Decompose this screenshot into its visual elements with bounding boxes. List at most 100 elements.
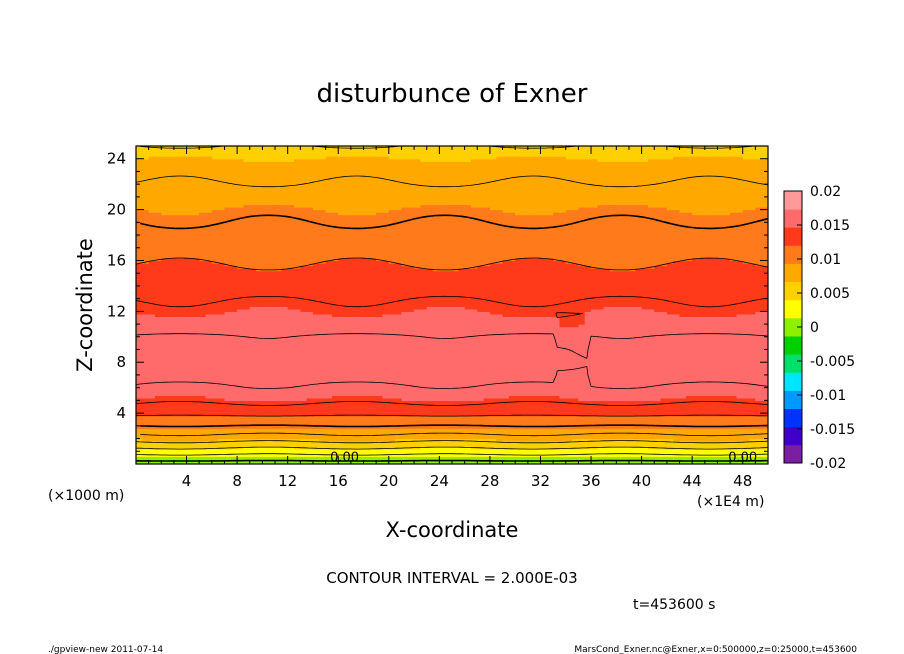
field-cell <box>262 372 270 376</box>
field-cell <box>578 451 586 455</box>
field-cell <box>319 423 327 427</box>
field-cell <box>388 425 396 429</box>
field-cell <box>755 392 763 396</box>
field-cell <box>306 372 314 376</box>
field-cell <box>262 397 270 401</box>
field-cell <box>477 349 485 353</box>
field-cell <box>717 436 725 440</box>
field-cell <box>249 392 257 396</box>
field-cell <box>154 349 162 353</box>
field-cell <box>540 352 548 356</box>
field-cell <box>382 425 390 429</box>
field-cell <box>319 372 327 376</box>
field-cell <box>154 420 162 424</box>
field-cell <box>249 405 257 409</box>
field-cell <box>148 456 156 460</box>
field-cell <box>723 390 731 394</box>
field-cell <box>401 362 409 366</box>
field-cell <box>268 387 276 391</box>
field-cell <box>262 461 270 464</box>
field-cell <box>553 390 561 394</box>
field-cell <box>679 339 687 343</box>
field-cell <box>382 428 390 432</box>
field-cell <box>591 425 598 429</box>
field-cell <box>610 395 617 399</box>
field-cell <box>546 349 554 353</box>
field-cell <box>496 359 504 363</box>
field-cell <box>616 377 624 381</box>
field-cell <box>262 433 270 437</box>
field-cell <box>173 346 181 351</box>
field-cell <box>489 443 497 447</box>
field-cell <box>717 448 725 452</box>
field-cell <box>420 400 428 404</box>
field-cell <box>508 453 516 457</box>
field-cell <box>199 405 207 409</box>
field-cell <box>572 413 579 417</box>
field-cell <box>546 359 554 363</box>
field-cell <box>496 352 504 356</box>
field-cell <box>407 387 415 391</box>
field-cell <box>654 390 662 394</box>
field-cell <box>445 359 453 363</box>
field-cell <box>401 369 409 374</box>
field-cell <box>148 377 156 381</box>
field-cell <box>136 349 143 353</box>
field-cell <box>502 385 510 389</box>
field-cell <box>736 372 744 376</box>
field-cell <box>218 430 226 435</box>
field-cell <box>654 346 662 351</box>
field-cell <box>496 362 504 366</box>
field-cell <box>161 352 169 356</box>
field-cell <box>243 413 251 417</box>
field-cell <box>698 372 706 376</box>
field-cell <box>281 392 289 396</box>
field-cell <box>136 456 143 460</box>
field-cell <box>521 352 529 356</box>
field-cell <box>426 448 434 452</box>
field-cell <box>426 400 434 404</box>
field-cell <box>622 354 630 358</box>
field-cell <box>483 430 491 435</box>
field-cell <box>142 443 150 447</box>
field-cell <box>382 367 390 371</box>
field-cell <box>414 346 421 351</box>
field-cell <box>685 428 693 432</box>
field-cell <box>142 408 150 412</box>
field-cell <box>275 387 282 391</box>
field-cell <box>591 390 598 394</box>
field-cell <box>357 415 365 419</box>
field-cell <box>527 420 535 424</box>
field-cell <box>761 380 768 384</box>
field-cell <box>154 354 162 358</box>
field-cell <box>325 385 333 389</box>
field-cell <box>275 369 282 374</box>
field-cell <box>262 357 270 361</box>
field-cell <box>186 438 194 442</box>
field-cell <box>287 369 295 374</box>
field-cell <box>508 443 516 447</box>
field-cell <box>584 344 592 348</box>
field-cell <box>603 336 611 340</box>
field-cell <box>464 400 472 404</box>
field-cell <box>243 344 251 348</box>
field-cell <box>148 385 156 389</box>
field-cell <box>148 453 156 457</box>
field-cell <box>199 385 207 389</box>
field-cell <box>357 339 365 343</box>
field-cell <box>534 392 542 396</box>
field-cell <box>312 341 320 346</box>
field-cell <box>161 387 169 391</box>
field-cell <box>597 436 605 440</box>
field-cell <box>325 397 333 401</box>
field-cell <box>736 428 744 432</box>
field-cell <box>723 451 731 455</box>
field-cell <box>559 456 567 460</box>
field-cell <box>306 382 314 386</box>
field-cell <box>483 410 491 414</box>
field-cell <box>755 428 763 432</box>
field-cell <box>527 446 535 450</box>
field-cell <box>224 346 232 351</box>
field-cell <box>692 402 700 407</box>
field-cell <box>433 369 440 374</box>
